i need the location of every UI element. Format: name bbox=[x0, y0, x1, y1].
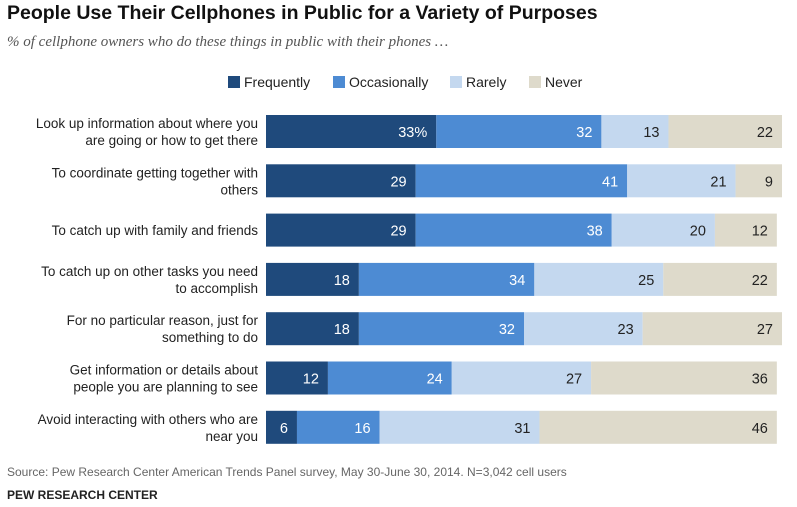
bar-rarely-4 bbox=[524, 312, 643, 346]
bar-frequently-6 bbox=[266, 410, 297, 444]
legend-swatch-frequently bbox=[228, 76, 240, 88]
data-label-rarely-3: 25 bbox=[638, 273, 654, 289]
data-label-never-3: 22 bbox=[752, 273, 768, 289]
data-label-occasionally-3: 34 bbox=[509, 273, 525, 289]
data-label-rarely-4: 23 bbox=[618, 322, 634, 338]
legend-label-occasionally: Occasionally bbox=[349, 74, 428, 90]
bar-frequently-0 bbox=[266, 115, 437, 148]
data-label-rarely-2: 20 bbox=[690, 224, 706, 240]
category-label-5-line-0: Get information or details about bbox=[70, 363, 259, 378]
bar-rarely-3 bbox=[534, 262, 664, 296]
organization-name: PEW RESEARCH CENTER bbox=[7, 488, 158, 502]
bar-frequently-4 bbox=[266, 312, 359, 346]
legend-label-frequently: Frequently bbox=[244, 74, 310, 90]
bar-occasionally-5 bbox=[327, 361, 452, 395]
bar-never-5 bbox=[591, 361, 777, 395]
data-label-rarely-5: 27 bbox=[566, 372, 582, 388]
source-note: Source: Pew Research Center American Tre… bbox=[7, 465, 567, 479]
bar-rarely-1 bbox=[627, 164, 736, 198]
legend-label-never: Never bbox=[545, 74, 583, 90]
data-label-never-0: 22 bbox=[757, 125, 773, 141]
data-label-frequently-1: 29 bbox=[390, 174, 406, 190]
category-label-3-line-0: To catch up on other tasks you need bbox=[41, 264, 258, 279]
data-label-never-2: 12 bbox=[752, 224, 768, 240]
bar-frequently-1 bbox=[266, 164, 416, 198]
category-label-0-line-0: Look up information about where you bbox=[36, 116, 258, 131]
bar-occasionally-0 bbox=[436, 115, 602, 148]
category-label-1-line-1: others bbox=[220, 182, 258, 197]
bar-never-1 bbox=[735, 164, 782, 198]
data-label-occasionally-5: 24 bbox=[427, 372, 443, 388]
bar-frequently-5 bbox=[266, 361, 328, 395]
category-label-1-line-0: To coordinate getting together with bbox=[52, 165, 258, 180]
data-label-occasionally-1: 41 bbox=[602, 174, 618, 190]
category-label-4-line-1: something to do bbox=[162, 330, 258, 345]
data-label-never-4: 27 bbox=[757, 322, 773, 338]
data-label-never-1: 9 bbox=[765, 174, 773, 190]
category-label-6-line-1: near you bbox=[205, 429, 258, 444]
bar-occasionally-6 bbox=[296, 410, 380, 444]
bar-occasionally-2 bbox=[415, 213, 612, 247]
data-label-occasionally-6: 16 bbox=[354, 421, 370, 437]
data-label-frequently-3: 18 bbox=[334, 273, 350, 289]
bar-never-2 bbox=[714, 213, 777, 247]
category-label-3-line-1: to accomplish bbox=[175, 281, 258, 296]
data-label-frequently-5: 12 bbox=[303, 372, 319, 388]
data-label-occasionally-4: 32 bbox=[499, 322, 515, 338]
data-label-frequently-0: 33% bbox=[398, 125, 427, 141]
category-label-2-line-0: To catch up with family and friends bbox=[52, 223, 259, 238]
category-label-4-line-0: For no particular reason, just for bbox=[67, 313, 259, 328]
data-label-rarely-6: 31 bbox=[514, 421, 530, 437]
data-label-rarely-1: 21 bbox=[710, 174, 726, 190]
bar-never-0 bbox=[668, 115, 782, 148]
legend-swatch-never bbox=[529, 76, 541, 88]
data-label-rarely-0: 13 bbox=[643, 125, 659, 141]
legend-swatch-rarely bbox=[450, 76, 462, 88]
bar-occasionally-3 bbox=[358, 262, 535, 296]
category-label-0-line-1: are going or how to get there bbox=[85, 133, 258, 148]
chart-title: People Use Their Cellphones in Public fo… bbox=[7, 2, 598, 24]
bar-frequently-2 bbox=[266, 213, 416, 247]
data-label-frequently-6: 6 bbox=[280, 421, 288, 437]
data-label-occasionally-0: 32 bbox=[576, 125, 592, 141]
legend-swatch-occasionally bbox=[333, 76, 345, 88]
data-label-frequently-4: 18 bbox=[334, 322, 350, 338]
chart-subtitle: % of cellphone owners who do these thing… bbox=[7, 34, 449, 50]
bar-rarely-2 bbox=[611, 213, 715, 247]
bar-occasionally-1 bbox=[415, 164, 628, 198]
bar-rarely-6 bbox=[379, 410, 540, 444]
bar-never-6 bbox=[539, 410, 777, 444]
bar-never-3 bbox=[663, 262, 777, 296]
bar-occasionally-4 bbox=[358, 312, 524, 346]
category-label-5-line-1: people you are planning to see bbox=[73, 380, 258, 395]
data-label-never-6: 46 bbox=[752, 421, 768, 437]
legend-label-rarely: Rarely bbox=[466, 74, 506, 90]
data-label-frequently-2: 29 bbox=[390, 224, 406, 240]
bar-rarely-0 bbox=[601, 115, 669, 148]
data-label-never-5: 36 bbox=[752, 372, 768, 388]
bar-rarely-5 bbox=[451, 361, 592, 395]
data-label-occasionally-2: 38 bbox=[587, 224, 603, 240]
bar-frequently-3 bbox=[266, 262, 359, 296]
bar-never-4 bbox=[642, 312, 782, 346]
category-label-6-line-0: Avoid interacting with others who are bbox=[38, 412, 258, 427]
